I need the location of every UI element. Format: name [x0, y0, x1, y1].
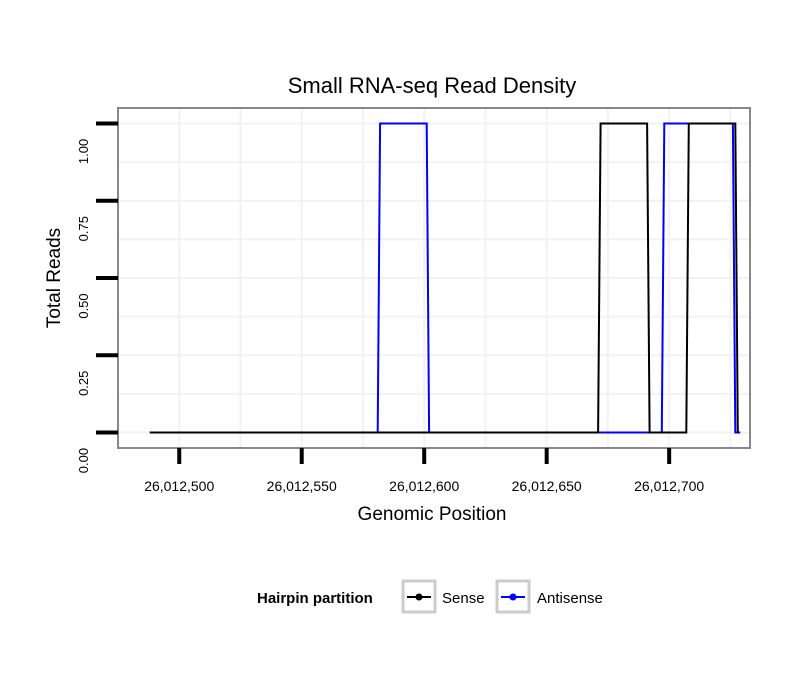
y-tick-label: 0.25 [76, 371, 91, 396]
chart-title: Small RNA-seq Read Density [288, 73, 577, 98]
x-tick-label: 26,012,650 [512, 478, 582, 494]
y-tick-label: 1.00 [76, 139, 91, 164]
x-axis: 26,012,500 26,012,550 26,012,600 26,012,650… [144, 448, 704, 494]
legend-label-sense: Sense [442, 590, 485, 607]
series-line-sense [149, 122, 739, 434]
legend-item-antisense: Antisense [495, 579, 603, 614]
y-axis: 0.00 0.25 0.50 0.75 1.00 [76, 121, 118, 473]
x-tick-label: 26,012,700 [634, 478, 704, 494]
legend-point-antisense [509, 593, 517, 601]
legend: Hairpin partition Sense Antisense [257, 579, 603, 614]
y-tick-label: 0.50 [76, 293, 91, 318]
y-axis-title: Total Reads [44, 228, 65, 328]
grid [118, 108, 750, 448]
legend-title: Hairpin partition [257, 590, 373, 607]
x-axis-title: Genomic Position [358, 504, 507, 525]
y-tick-label: 0.00 [76, 448, 91, 473]
x-tick-label: 26,012,550 [267, 478, 337, 494]
y-tick-label: 0.75 [76, 216, 91, 241]
x-tick-label: 26,012,500 [144, 478, 214, 494]
x-tick-label: 26,012,600 [389, 478, 459, 494]
series-layer [149, 122, 741, 434]
legend-item-sense: Sense [401, 579, 485, 614]
legend-label-antisense: Antisense [537, 590, 603, 607]
legend-point-sense [415, 593, 423, 601]
